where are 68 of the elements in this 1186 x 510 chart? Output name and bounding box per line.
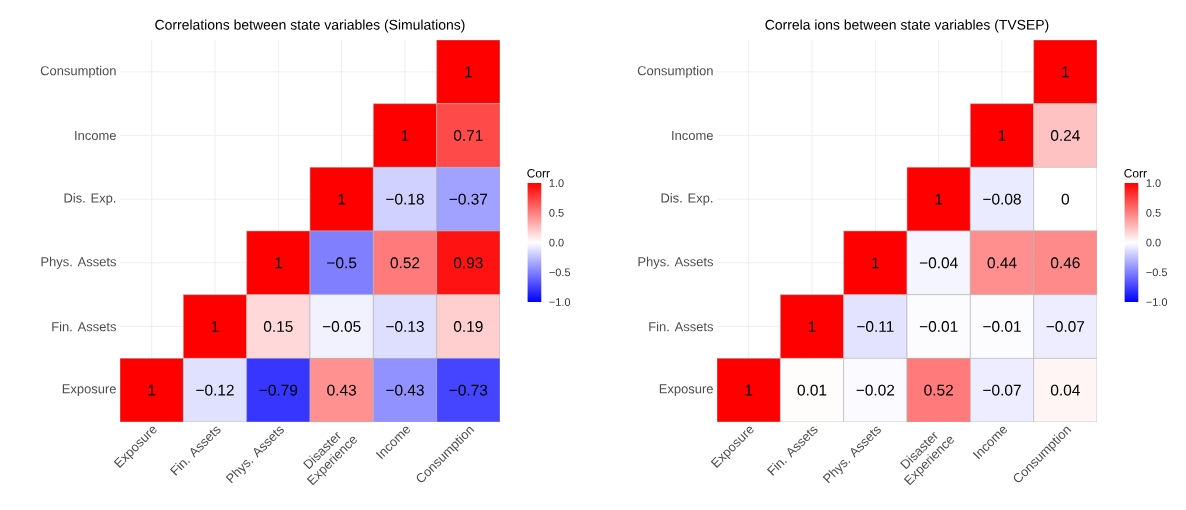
data-label: −0.05 — [322, 321, 361, 332]
color-bar-label: 1.0 — [549, 179, 564, 187]
chart-title: Correla ions between state variables (TVSEP) — [765, 19, 1049, 33]
data-label: −0.01 — [983, 321, 1021, 332]
color-bar-label: −0.5 — [549, 268, 571, 277]
color-bar-title: Corr — [1124, 169, 1147, 178]
data-label: −0.12 — [196, 384, 234, 396]
data-label: −0.18 — [386, 193, 424, 205]
data-label: 0.15 — [263, 321, 293, 332]
data-label: 1 — [211, 321, 219, 332]
data-label: −0.01 — [919, 321, 958, 332]
color-bar-label: 0.0 — [1146, 238, 1161, 247]
data-label: −0.73 — [449, 384, 488, 396]
color-bar-label: −0.5 — [1146, 268, 1168, 277]
data-label: −0.5 — [327, 257, 357, 269]
data-label: 0 — [1061, 193, 1070, 205]
color-bar-label: 1.0 — [1146, 179, 1161, 187]
y-tick-label: Exposure — [62, 384, 116, 396]
chart-title: Correlations between state variables (Simulations) — [155, 19, 465, 33]
data-label: −0.02 — [856, 384, 895, 396]
data-label: −0.07 — [1046, 321, 1085, 332]
data-label: 0.01 — [797, 384, 827, 396]
data-label: −0.79 — [259, 384, 298, 396]
color-bar-label: −1.0 — [549, 298, 571, 306]
y-tick-label: Fin. Assets — [52, 321, 117, 332]
data-label: 1 — [338, 193, 346, 205]
color-bar-label: 0.0 — [549, 238, 564, 247]
data-label: −0.08 — [983, 193, 1021, 205]
data-label: 1 — [998, 130, 1006, 141]
data-label: −0.13 — [386, 321, 424, 332]
color-bar-title: Corr — [527, 169, 550, 178]
data-label: 1 — [465, 66, 472, 78]
y-tick-label: Income — [672, 130, 713, 141]
data-label: −0.04 — [919, 257, 958, 269]
data-label: −0.43 — [386, 384, 424, 396]
data-label: 0.04 — [1050, 384, 1080, 396]
data-label: 0.24 — [1050, 130, 1080, 141]
data-label: −0.11 — [857, 321, 894, 332]
data-label: 1 — [745, 384, 753, 396]
data-label: 1 — [872, 257, 879, 269]
data-label: 0.44 — [987, 257, 1017, 269]
data-label: 0.43 — [327, 384, 357, 396]
y-tick-label: Consumption — [637, 65, 713, 78]
y-tick-label: Fin. Assets — [649, 321, 714, 332]
data-label: 1 — [935, 193, 943, 205]
color-bar-label: −1.0 — [1146, 298, 1168, 306]
data-label: 0.19 — [453, 321, 483, 332]
data-label: 0.46 — [1050, 257, 1080, 269]
data-label: −0.37 — [449, 193, 488, 205]
y-tick-label: Exposure — [659, 384, 713, 396]
y-tick-label: Phys. Assets — [41, 256, 117, 269]
data-label: 1 — [275, 257, 282, 269]
data-label: 1 — [401, 130, 409, 141]
data-label: 0.52 — [924, 384, 953, 396]
data-label: 0.71 — [453, 130, 483, 141]
y-tick-label: Phys. Assets — [638, 256, 714, 269]
y-tick-label: Dis. Exp. — [661, 193, 713, 206]
color-bar-label: 0.5 — [1146, 208, 1161, 217]
data-label: 0.93 — [453, 257, 483, 269]
data-label: 0.52 — [390, 257, 420, 269]
y-tick-label: Consumption — [40, 65, 116, 78]
data-label: 1 — [808, 321, 816, 332]
data-label: 1 — [148, 384, 156, 396]
data-label: 1 — [1062, 66, 1069, 78]
y-tick-label: Dis. Exp. — [64, 193, 116, 206]
y-tick-label: Income — [75, 130, 116, 141]
data-label: −0.07 — [983, 384, 1021, 396]
color-bar-label: 0.5 — [549, 208, 564, 217]
